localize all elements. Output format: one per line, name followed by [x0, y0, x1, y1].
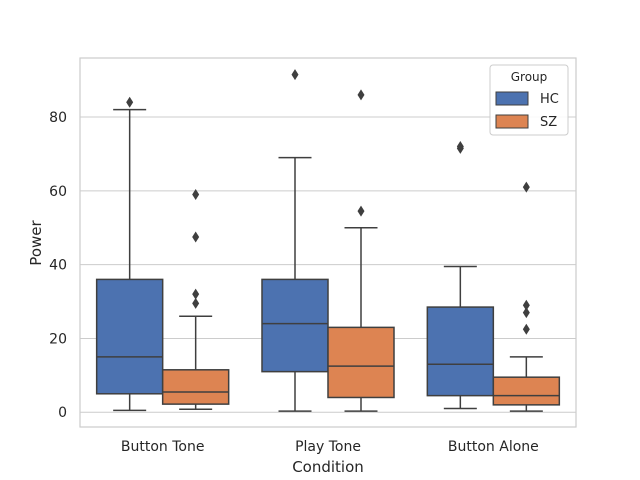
box-hc-2: [426, 306, 495, 397]
y-tick-label-0: 0: [58, 405, 67, 421]
outlier-sz-1-0: [357, 205, 365, 217]
plot-frame: [79, 57, 577, 428]
legend-swatch-hc: [495, 91, 529, 106]
x-tick-label-2: Button Alone: [448, 439, 539, 455]
outlier-sz-0-0: [192, 297, 200, 309]
y-tick-label-80: 80: [49, 110, 67, 126]
legend-label-hc: HC: [540, 92, 559, 107]
x-tick-label-0: Button Tone: [121, 439, 205, 455]
outlier-sz-0-2: [192, 231, 200, 243]
outlier-sz-0-1: [192, 288, 200, 300]
outlier-sz-1-1: [357, 89, 365, 101]
legend-label-sz: SZ: [540, 115, 557, 130]
box-sz-0: [161, 369, 230, 405]
box-sz-2: [492, 376, 561, 406]
legend-swatch-sz: [495, 114, 529, 129]
outlier-hc-0-0: [126, 96, 134, 108]
outlier-sz-2-2: [522, 299, 530, 311]
legend: Group HC SZ: [489, 64, 569, 136]
x-tick-label-1: Play Tone: [295, 439, 361, 455]
x-tick-labels: Button Tone Play Tone Button Alone: [121, 439, 539, 455]
y-tick-label-40: 40: [49, 258, 67, 274]
outlier-hc-1-0: [291, 69, 299, 81]
y-tick-label-60: 60: [49, 184, 67, 200]
boxes: [95, 69, 561, 412]
legend-title: Group: [511, 70, 548, 84]
box-hc-0: [95, 278, 164, 395]
y-axis-label: Power: [27, 219, 45, 265]
outlier-sz-2-1: [522, 307, 530, 319]
y-tick-labels: 0 20 40 60 80: [49, 110, 67, 421]
y-tick-label-20: 20: [49, 331, 67, 347]
x-axis-label: Condition: [292, 458, 364, 476]
outlier-sz-2-0: [522, 323, 530, 335]
outlier-hc-2-1: [456, 141, 464, 153]
outlier-sz-0-3: [192, 189, 200, 201]
outlier-sz-2-3: [522, 181, 530, 193]
box-sz-1: [327, 326, 395, 399]
box-hc-1: [261, 278, 329, 373]
